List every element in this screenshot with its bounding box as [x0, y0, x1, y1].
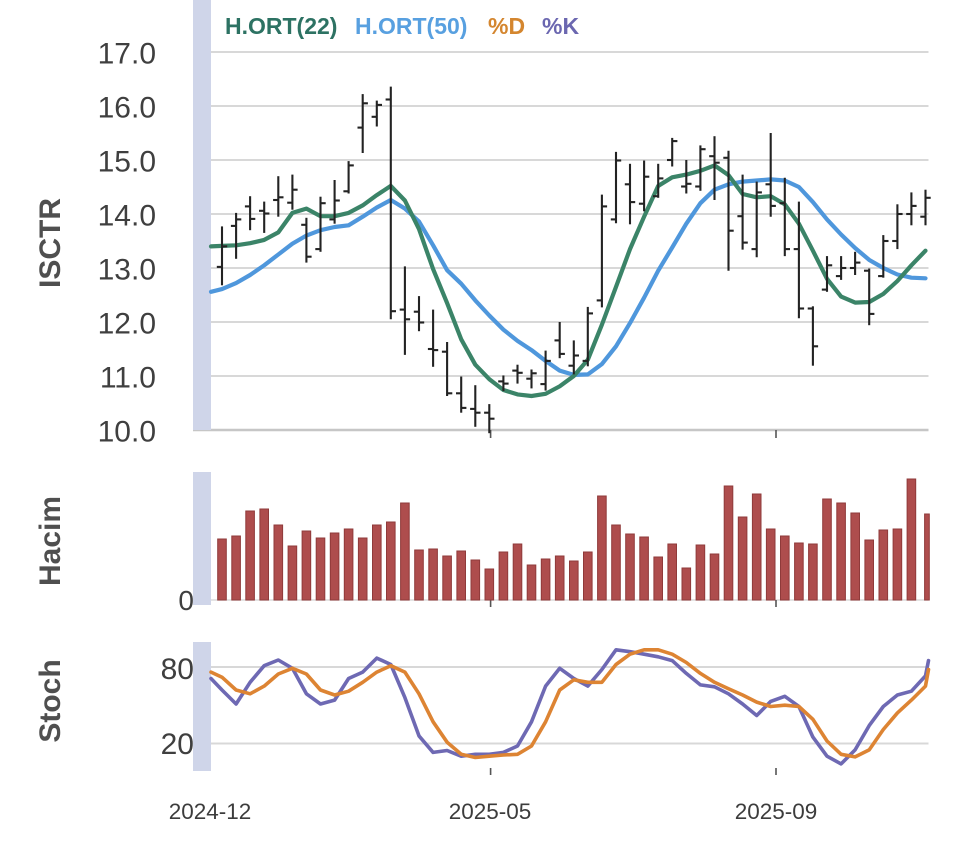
svg-text:17.0: 17.0	[98, 37, 156, 70]
svg-text:15.0: 15.0	[98, 145, 156, 178]
svg-text:16.0: 16.0	[98, 91, 156, 124]
svg-text:14.0: 14.0	[98, 199, 156, 232]
svg-text:11.0: 11.0	[100, 361, 156, 394]
svg-text:10.0: 10.0	[98, 415, 156, 448]
svg-text:ISCTR: ISCTR	[34, 198, 67, 288]
svg-text:13.0: 13.0	[98, 253, 156, 286]
svg-text:%K: %K	[542, 13, 579, 39]
svg-text:20: 20	[161, 728, 194, 761]
svg-text:2025-05: 2025-05	[449, 799, 532, 824]
svg-text:2024-12: 2024-12	[169, 799, 252, 824]
svg-text:H.ORT(50): H.ORT(50)	[355, 13, 467, 39]
svg-text:H.ORT(22): H.ORT(22)	[225, 13, 337, 39]
svg-text:Hacim: Hacim	[34, 496, 67, 586]
svg-text:Stoch: Stoch	[34, 659, 67, 742]
svg-text:%D: %D	[488, 13, 525, 39]
svg-text:2025-09: 2025-09	[735, 799, 818, 824]
svg-text:0: 0	[178, 585, 194, 616]
svg-text:12.0: 12.0	[98, 307, 156, 340]
svg-text:80: 80	[161, 653, 194, 686]
